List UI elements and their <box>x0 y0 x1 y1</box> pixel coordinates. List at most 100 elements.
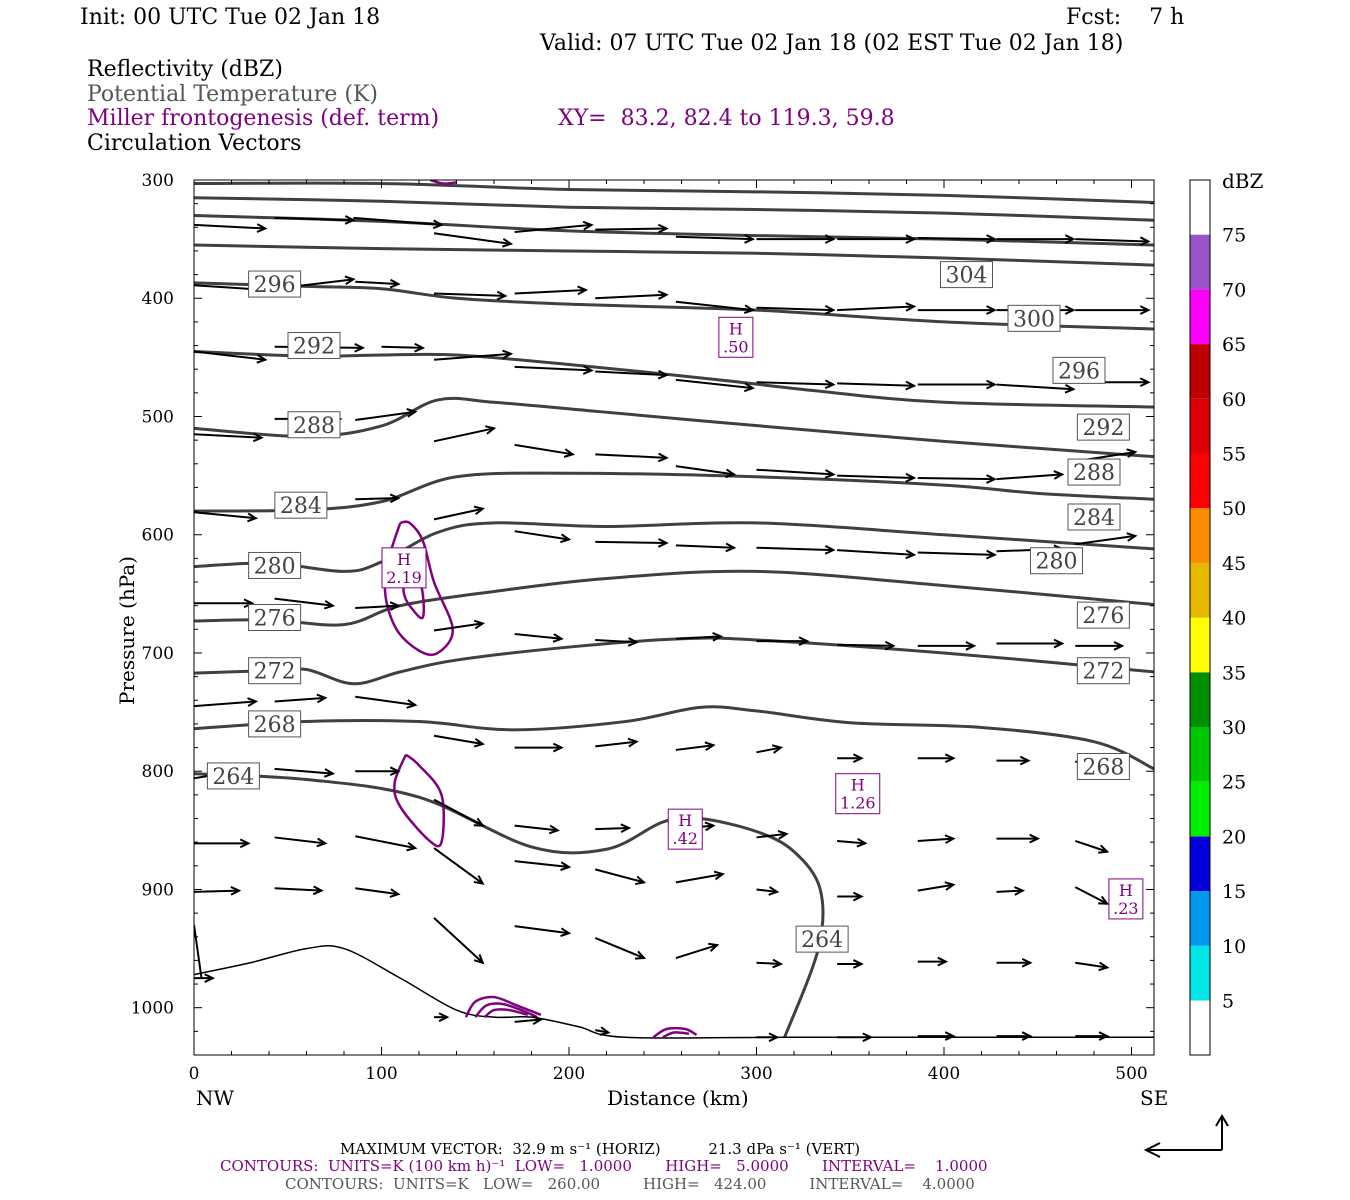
vector-shaft <box>837 474 915 479</box>
vector-shaft <box>917 551 995 556</box>
vector-head <box>944 1031 956 1041</box>
frontogenesis-max: H.23 <box>1108 878 1144 920</box>
vector-head <box>1098 895 1110 905</box>
circulation-vector <box>194 973 216 983</box>
vector-head <box>552 742 564 753</box>
vector-head <box>204 973 216 983</box>
theta-label-text: 264 <box>801 928 843 953</box>
vector-head <box>1064 384 1076 394</box>
vector-shaft <box>274 216 354 222</box>
theta-label: 268 <box>1076 752 1130 780</box>
y-tick-label: 900 <box>142 880 174 900</box>
circulation-vector <box>194 598 255 609</box>
vector-head <box>389 888 401 898</box>
colorbar-label: 65 <box>1222 334 1246 356</box>
circulation-vector <box>194 838 251 849</box>
vector-shaft <box>194 223 266 230</box>
colorbar-label: 5 <box>1222 991 1234 1013</box>
vector-head <box>937 956 949 967</box>
x-tick-label: 300 <box>740 1064 772 1084</box>
vector-head <box>256 354 268 364</box>
vector-head <box>862 1032 874 1043</box>
vector-head <box>1029 833 1041 844</box>
vector-head <box>599 1026 611 1036</box>
circulation-vector <box>756 886 780 896</box>
theta-contour <box>194 471 1154 513</box>
vector-shaft <box>675 635 721 640</box>
colorbar-segment <box>1190 398 1210 454</box>
vector-head <box>502 238 514 248</box>
vector-shaft <box>433 232 512 245</box>
theta-label: 272 <box>1076 657 1130 685</box>
vector-shaft <box>433 917 484 964</box>
circulation-vector <box>514 443 576 458</box>
theta-label-box <box>1007 304 1061 332</box>
theta-label: 284 <box>1067 503 1121 531</box>
theta-label-box <box>795 925 849 953</box>
vector-head <box>905 549 917 560</box>
theta-contour <box>194 196 1154 222</box>
theta-label: 304 <box>940 261 993 289</box>
colorbar-segment <box>1190 453 1210 509</box>
terrain-line <box>194 945 1154 1039</box>
circulation-vector <box>433 505 485 521</box>
vector-head <box>389 601 401 611</box>
circulation-vector <box>675 942 720 959</box>
vector-head <box>1021 1031 1033 1041</box>
vector-head <box>1019 755 1031 766</box>
circulation-vector <box>595 290 669 300</box>
frontogenesis-max-box <box>1108 878 1144 920</box>
circulation-vector <box>194 350 268 364</box>
vector-head <box>1126 532 1138 542</box>
theta-label-box <box>248 710 302 738</box>
vector-head <box>1139 377 1151 388</box>
vector-shaft <box>433 292 506 297</box>
theta-label-box <box>1067 458 1121 486</box>
vector-shaft <box>433 798 484 827</box>
colorbar-label: 75 <box>1222 225 1246 247</box>
cross-section-endpoints: XY= 83.2, 82.4 to 119.3, 59.8 <box>558 106 895 131</box>
circulation-vector <box>675 632 724 642</box>
circulation-vector <box>996 638 1065 649</box>
x-tick-label: 200 <box>553 1064 585 1084</box>
circulation-vector <box>756 636 810 646</box>
vector-head <box>905 380 917 391</box>
vector-shaft <box>355 695 416 706</box>
circulation-vector <box>756 468 836 479</box>
vector-shaft <box>675 465 735 476</box>
circulation-vector <box>756 234 836 244</box>
frontogenesis-max-value: .23 <box>1113 899 1138 918</box>
theta-contour <box>194 569 1154 627</box>
theta-label-box <box>248 657 302 685</box>
vector-head <box>243 598 255 609</box>
circulation-vector <box>1075 961 1110 972</box>
vector-head <box>725 542 737 553</box>
vector-shaft <box>433 352 511 361</box>
circulation-vector <box>433 290 508 301</box>
frontogenesis-max-value: .42 <box>673 829 698 848</box>
vector-head <box>406 408 418 418</box>
circulation-vector <box>675 300 756 315</box>
vector-shaft <box>675 300 753 312</box>
vector-head <box>657 223 669 234</box>
theta-label: 292 <box>1076 413 1130 441</box>
vector-shaft <box>514 223 592 234</box>
field-potential-temperature: Potential Temperature (K) <box>87 82 378 107</box>
colorbar-title: dBZ <box>1222 169 1264 193</box>
frontogenesis-max-letter: H <box>851 776 865 795</box>
theta-label: 268 <box>248 710 302 738</box>
theta-label-text: 300 <box>1013 307 1055 332</box>
circulation-vector <box>837 753 864 764</box>
vector-head <box>230 886 242 896</box>
colorbar-segment <box>1190 836 1210 892</box>
vector-head <box>986 305 997 315</box>
vector-head <box>1021 957 1033 968</box>
vector-shaft <box>756 468 834 476</box>
theta-label-text: 288 <box>293 414 335 439</box>
frontogenesis-max-letter: H <box>1119 881 1133 900</box>
theta-label-box <box>248 604 302 631</box>
vector-head <box>944 834 956 844</box>
circulation-vector <box>1075 1031 1110 1041</box>
circulation-vector <box>756 958 784 969</box>
circulation-vector <box>433 798 485 827</box>
